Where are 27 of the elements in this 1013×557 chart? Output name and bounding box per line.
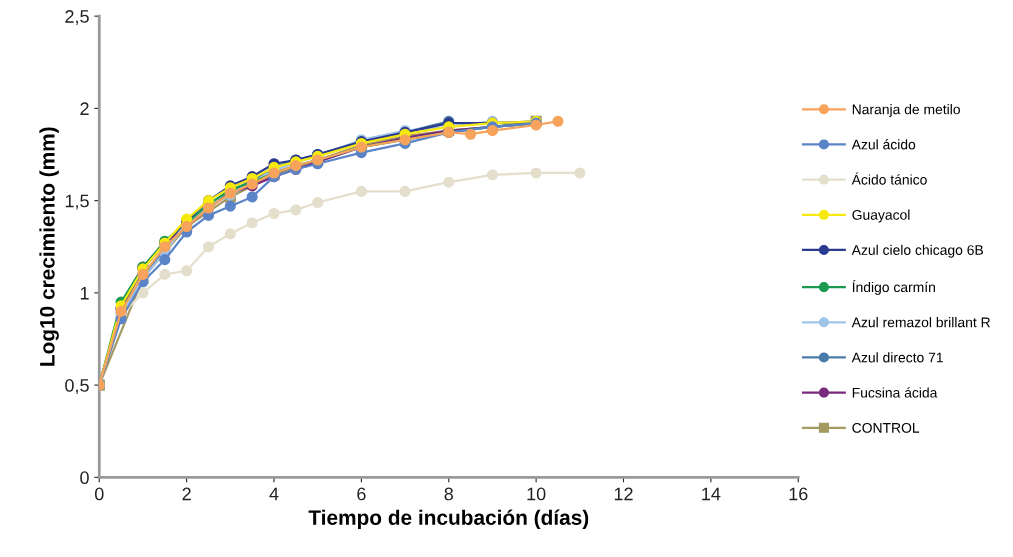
legend-label: Naranja de metilo [852,104,960,118]
legend-label: Azul ácido [851,139,916,150]
x-tick-label: 2 [182,487,191,501]
x-tick-label: 12 [614,487,633,501]
x-tick-label: 14 [702,487,721,501]
legend-label: Azul directo 71 [851,352,943,363]
x-tick-label: 0 [94,487,104,501]
x-tick-label: 8 [444,487,453,501]
y-tick-label: 0,5 [65,379,89,394]
x-axis-title: Tiempo de incubación (días) [308,509,589,530]
x-tick-label: 10 [527,487,546,501]
y-tick-label: 2 [80,102,89,115]
legend-label: Fucsina ácida [852,387,938,398]
legend-label: Azul cielo chicago 6B [851,244,983,258]
legend-label: CONTROL [852,422,920,433]
y-tick-label: 0 [80,471,89,485]
x-tick-label: 6 [357,487,366,501]
y-tick-label: 2,5 [65,10,89,26]
legend-label: Ácido tánico [851,172,927,185]
y-tick-label: 1,5 [65,194,89,210]
x-tick-label: 16 [789,487,808,501]
y-tick-label: 1 [80,286,89,300]
x-tick-label: 4 [269,487,279,501]
legend-label: Índigo carmín [852,279,935,295]
legend-label: Guayacol [852,209,910,223]
legend-label: Azul remazol brillant R [851,317,990,328]
y-axis-title: Log10 crecimiento (mm) [39,127,59,366]
